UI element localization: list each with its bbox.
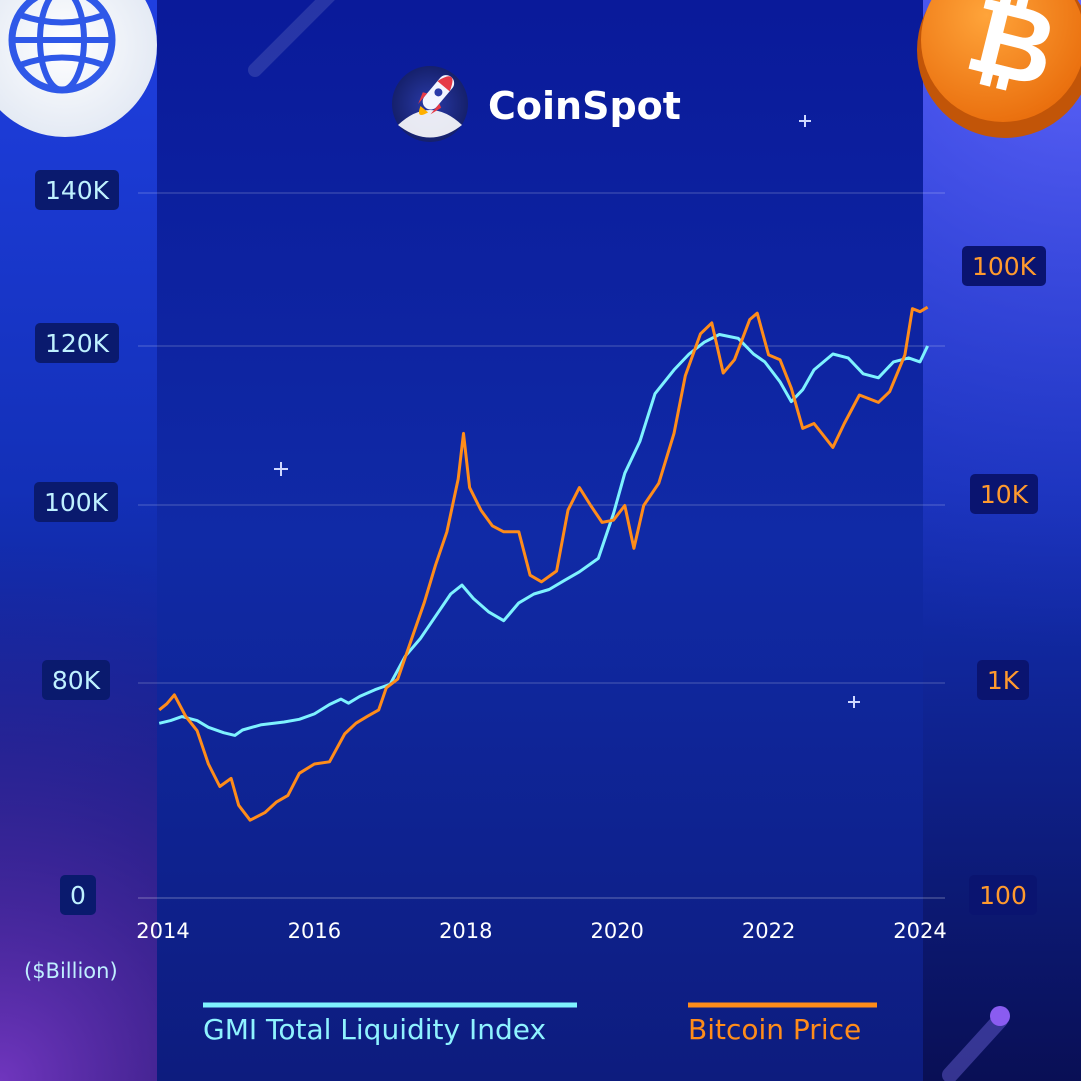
left-tick-1: 80K [42, 660, 110, 700]
legend-label-bitcoin: Bitcoin Price [688, 1013, 861, 1046]
legend-label-gmi: GMI Total Liquidity Index [203, 1013, 546, 1046]
right-tick-0: 100 [969, 875, 1037, 915]
right-tick-text: 1K [987, 666, 1020, 695]
left-tick-text: 0 [70, 881, 86, 910]
y-axis-unit-label: ($Billion) [24, 959, 118, 983]
coinspot-logo [392, 66, 468, 142]
decor-streak [942, 1012, 1008, 1081]
left-tick-text: 120K [45, 329, 110, 358]
right-tick-2: 10K [970, 474, 1038, 514]
chart-panel [157, 0, 923, 1081]
bitcoin-icon: ₿ [917, 0, 1081, 138]
right-tick-bg [977, 660, 1029, 700]
x-tick-2024: 2024 [893, 919, 946, 943]
right-tick-bg [962, 246, 1046, 286]
left-tick-3: 120K [35, 323, 119, 363]
left-tick-bg [35, 323, 119, 363]
left-tick-bg [34, 482, 118, 522]
right-tick-text: 100 [979, 881, 1027, 910]
x-tick-2022: 2022 [742, 919, 795, 943]
left-tick-4: 140K [35, 170, 119, 210]
brand-name: CoinSpot [488, 84, 681, 128]
right-tick-3: 100K [962, 246, 1046, 286]
right-tick-text: 10K [980, 480, 1029, 509]
x-tick-2018: 2018 [439, 919, 492, 943]
right-tick-text: 100K [972, 252, 1037, 281]
globe-icon [0, 0, 157, 137]
right-tick-1: 1K [977, 660, 1029, 700]
gridlines [138, 192, 945, 899]
legend: GMI Total Liquidity Index Bitcoin Price [203, 1002, 877, 1046]
left-tick-2: 100K [34, 482, 118, 522]
left-axis-ticks: 0 80K 100K 120K 140K [34, 170, 119, 915]
left-tick-text: 100K [44, 488, 109, 517]
left-tick-bg [35, 170, 119, 210]
x-tick-2014: 2014 [136, 919, 189, 943]
left-tick-bg [42, 660, 110, 700]
series-line-gmi [158, 333, 929, 737]
decor-streak [248, 0, 335, 77]
left-tick-0: 0 [60, 875, 96, 915]
sparkle-icon [274, 115, 860, 708]
x-tick-2016: 2016 [288, 919, 341, 943]
x-axis-ticks: 2014 2016 2018 2020 2022 2024 [136, 919, 946, 943]
x-tick-2020: 2020 [590, 919, 643, 943]
left-tick-text: 80K [52, 666, 101, 695]
left-tick-text: 140K [45, 176, 110, 205]
left-tick-bg [60, 875, 96, 915]
series-line-bitcoin [158, 305, 929, 822]
right-tick-bg [969, 875, 1037, 915]
decor-dot [990, 1006, 1010, 1026]
right-axis-ticks: 100 1K 10K 100K [962, 246, 1046, 915]
right-tick-bg [970, 474, 1038, 514]
